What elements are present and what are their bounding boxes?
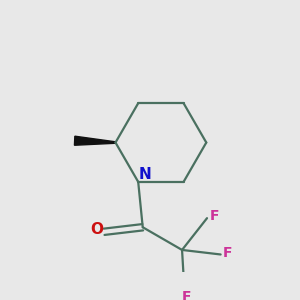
- Text: N: N: [139, 167, 152, 182]
- Text: O: O: [90, 223, 104, 238]
- Polygon shape: [74, 136, 116, 145]
- Text: F: F: [223, 246, 232, 260]
- Text: F: F: [209, 209, 219, 223]
- Text: F: F: [182, 290, 191, 300]
